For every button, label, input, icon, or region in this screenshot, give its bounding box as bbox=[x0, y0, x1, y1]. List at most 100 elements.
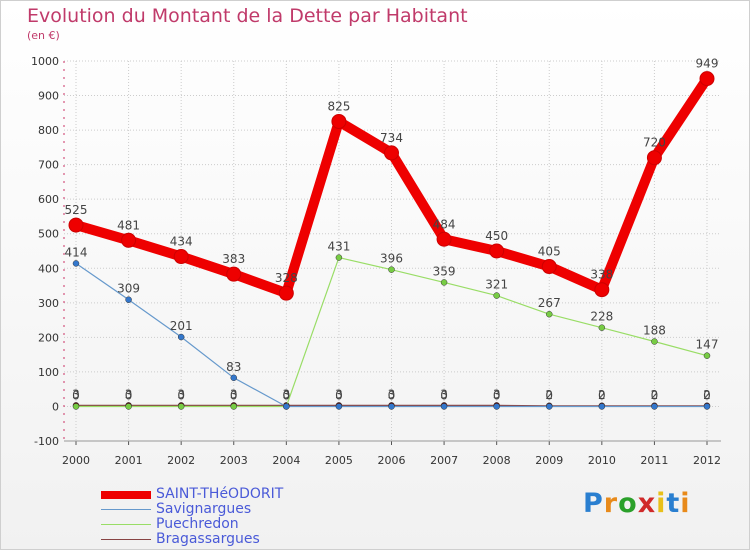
data-label: 825 bbox=[327, 99, 350, 113]
data-point bbox=[595, 283, 609, 297]
data-point bbox=[651, 339, 657, 345]
data-point bbox=[73, 403, 79, 409]
data-point bbox=[389, 267, 395, 273]
data-point bbox=[178, 403, 184, 409]
data-label: 321 bbox=[485, 278, 508, 292]
data-label: 3 bbox=[335, 387, 343, 401]
data-label: 3 bbox=[283, 387, 291, 401]
data-label: 338 bbox=[590, 268, 613, 282]
data-point bbox=[546, 403, 552, 409]
x-tick-label: 2011 bbox=[640, 454, 668, 467]
data-label: 396 bbox=[380, 252, 403, 266]
data-point bbox=[494, 403, 500, 409]
data-point bbox=[542, 260, 556, 274]
legend-swatch bbox=[101, 539, 151, 540]
data-label: 431 bbox=[327, 240, 350, 254]
y-tick-label: -100 bbox=[34, 435, 59, 448]
data-point bbox=[385, 146, 399, 160]
data-label: 484 bbox=[433, 217, 456, 231]
data-label: 83 bbox=[226, 360, 241, 374]
x-tick-label: 2003 bbox=[220, 454, 248, 467]
x-tick-label: 2008 bbox=[483, 454, 511, 467]
data-point bbox=[389, 403, 395, 409]
logo-letter: i bbox=[680, 488, 690, 519]
data-point bbox=[69, 218, 83, 232]
data-label: 2 bbox=[703, 388, 711, 402]
x-tick-label: 2002 bbox=[167, 454, 195, 467]
data-point bbox=[126, 403, 132, 409]
data-point bbox=[231, 375, 237, 381]
data-point bbox=[651, 403, 657, 409]
data-label: 2 bbox=[651, 388, 659, 402]
data-point bbox=[494, 293, 500, 299]
data-point bbox=[279, 286, 293, 300]
data-point bbox=[336, 255, 342, 261]
y-tick-label: 500 bbox=[38, 228, 59, 241]
x-tick-label: 2009 bbox=[535, 454, 563, 467]
data-label: 734 bbox=[380, 131, 403, 145]
data-point bbox=[490, 244, 504, 258]
data-label: 414 bbox=[65, 245, 88, 259]
logo-letter: o bbox=[618, 488, 638, 519]
data-point bbox=[126, 297, 132, 303]
data-point bbox=[231, 403, 237, 409]
data-point bbox=[122, 233, 136, 247]
data-point bbox=[599, 325, 605, 331]
data-point bbox=[441, 279, 447, 285]
data-point bbox=[336, 403, 342, 409]
data-label: 434 bbox=[170, 235, 193, 249]
data-point bbox=[332, 114, 346, 128]
legend-swatch bbox=[101, 509, 151, 510]
data-label: 481 bbox=[117, 218, 140, 232]
data-label: 3 bbox=[493, 387, 501, 401]
data-label: 328 bbox=[275, 271, 298, 285]
logo-letter: r bbox=[604, 488, 618, 519]
data-label: 188 bbox=[643, 324, 666, 338]
x-tick-label: 2007 bbox=[430, 454, 458, 467]
data-point bbox=[700, 72, 714, 86]
y-tick-label: 900 bbox=[38, 90, 59, 103]
data-label: 267 bbox=[538, 296, 561, 310]
logo-letter: P bbox=[583, 488, 604, 519]
data-label: 3 bbox=[177, 387, 185, 401]
data-point bbox=[546, 311, 552, 317]
data-label: 720 bbox=[643, 136, 666, 150]
y-tick-label: 1000 bbox=[31, 55, 59, 68]
y-tick-label: 700 bbox=[38, 159, 59, 172]
proxiti-logo: Proxiti bbox=[583, 488, 691, 519]
data-label: 3 bbox=[388, 387, 396, 401]
x-tick-label: 2010 bbox=[588, 454, 616, 467]
legend-label: Puechredon bbox=[156, 517, 239, 532]
y-tick-label: 100 bbox=[38, 366, 59, 379]
data-point bbox=[283, 403, 289, 409]
data-label: 3 bbox=[230, 387, 238, 401]
legend-swatch bbox=[101, 524, 151, 525]
data-point bbox=[704, 353, 710, 359]
data-point bbox=[437, 232, 451, 246]
x-tick-label: 2001 bbox=[115, 454, 143, 467]
x-tick-label: 2005 bbox=[325, 454, 353, 467]
data-label: 405 bbox=[538, 245, 561, 259]
data-label: 525 bbox=[65, 203, 88, 217]
x-tick-label: 2000 bbox=[62, 454, 90, 467]
data-point bbox=[441, 403, 447, 409]
legend-label: Bragassargues bbox=[156, 532, 260, 547]
data-label: 450 bbox=[485, 229, 508, 243]
data-point bbox=[178, 334, 184, 340]
y-tick-label: 300 bbox=[38, 297, 59, 310]
legend-swatch bbox=[101, 491, 151, 499]
data-point bbox=[647, 151, 661, 165]
data-label: 383 bbox=[222, 252, 245, 266]
data-label: 2 bbox=[545, 388, 553, 402]
x-tick-label: 2012 bbox=[693, 454, 721, 467]
data-label: 949 bbox=[696, 57, 719, 71]
y-tick-label: 0 bbox=[52, 400, 59, 413]
data-label: 359 bbox=[433, 264, 456, 278]
data-label: 3 bbox=[72, 387, 80, 401]
data-label: 3 bbox=[440, 387, 448, 401]
data-point bbox=[704, 403, 710, 409]
y-tick-label: 600 bbox=[38, 193, 59, 206]
x-tick-label: 2004 bbox=[272, 454, 300, 467]
